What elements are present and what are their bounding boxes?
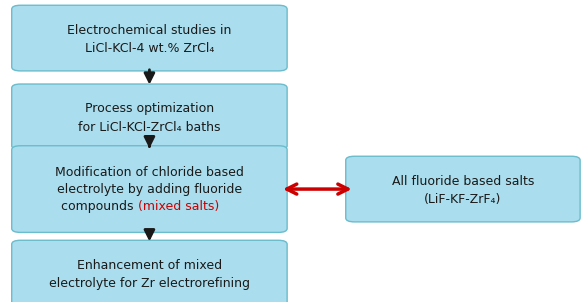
Text: electrolyte for Zr electrorefining: electrolyte for Zr electrorefining — [49, 277, 250, 290]
Text: Modification of chloride based: Modification of chloride based — [55, 165, 244, 178]
Text: compounds: compounds — [61, 200, 138, 213]
FancyBboxPatch shape — [12, 84, 287, 150]
Text: (LiF-KF-ZrF₄): (LiF-KF-ZrF₄) — [424, 193, 502, 206]
FancyBboxPatch shape — [12, 146, 287, 233]
FancyBboxPatch shape — [12, 240, 287, 302]
Text: (mixed salts): (mixed salts) — [138, 200, 219, 213]
Text: for LiCl-KCl-ZrCl₄ baths: for LiCl-KCl-ZrCl₄ baths — [78, 121, 221, 134]
Text: LiCl-KCl-4 wt.% ZrCl₄: LiCl-KCl-4 wt.% ZrCl₄ — [85, 42, 214, 55]
FancyBboxPatch shape — [346, 156, 580, 222]
Text: All fluoride based salts: All fluoride based salts — [392, 175, 534, 188]
Text: Process optimization: Process optimization — [85, 102, 214, 115]
Text: Enhancement of mixed: Enhancement of mixed — [77, 259, 222, 272]
Text: Electrochemical studies in: Electrochemical studies in — [67, 24, 231, 37]
Text: electrolyte by adding fluoride: electrolyte by adding fluoride — [57, 183, 242, 196]
FancyBboxPatch shape — [12, 5, 287, 71]
